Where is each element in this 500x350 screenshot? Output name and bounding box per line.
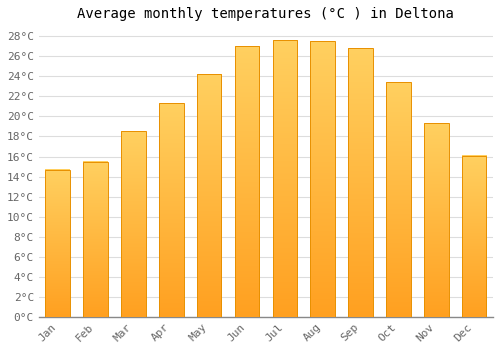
Bar — [386, 82, 410, 317]
Bar — [46, 169, 70, 317]
Bar — [197, 74, 222, 317]
Bar — [424, 124, 448, 317]
Bar — [121, 132, 146, 317]
Bar — [234, 46, 260, 317]
Bar — [462, 155, 486, 317]
Bar — [310, 41, 335, 317]
Bar — [84, 161, 108, 317]
Bar — [159, 103, 184, 317]
Bar — [348, 48, 373, 317]
Title: Average monthly temperatures (°C ) in Deltona: Average monthly temperatures (°C ) in De… — [78, 7, 454, 21]
Bar — [272, 40, 297, 317]
